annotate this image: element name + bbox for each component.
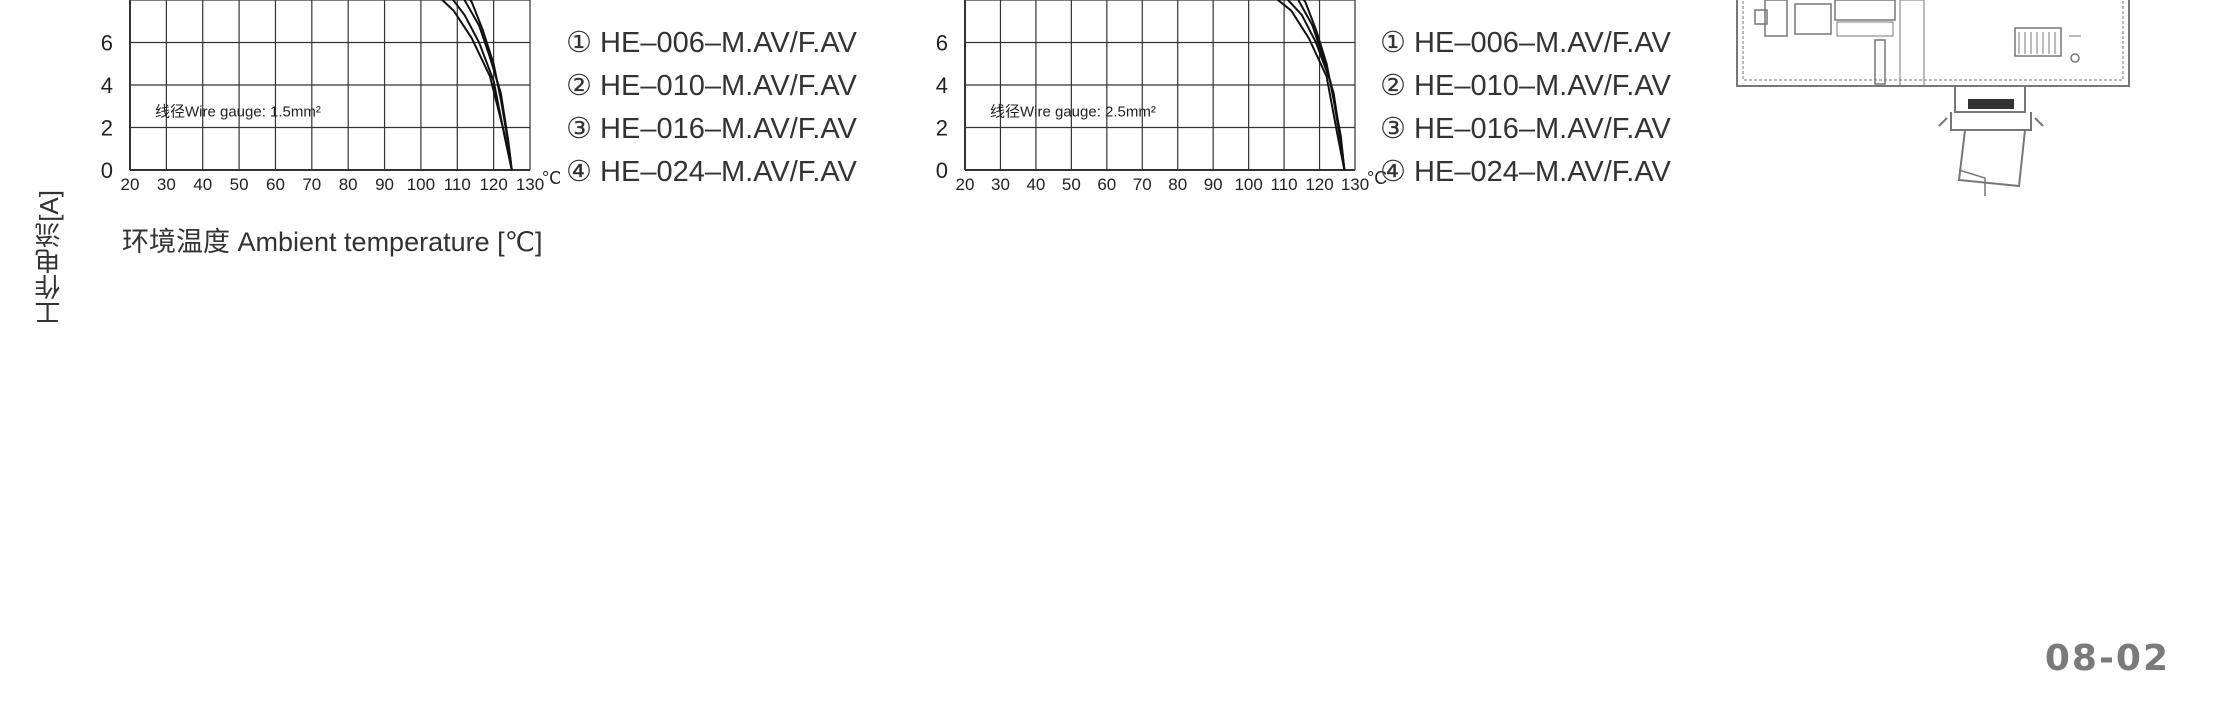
x-axis-title: 环境温度 Ambient temperature [℃] — [122, 227, 543, 257]
legend-entry-4: ④ HE–024–M.AV/F.AV — [1380, 156, 1671, 188]
x-tick-label: 80 — [339, 175, 358, 194]
y-tick-labels: 0 2 4 6 — [101, 31, 113, 184]
x-tick-labels: 20 30 40 50 60 70 80 90 100 110 120 130 — [956, 175, 1370, 194]
y-tick-label: 6 — [101, 31, 113, 56]
x-tick-labels: 20 30 40 50 60 70 80 90 100 110 120 130 — [121, 175, 545, 194]
x-unit-label: °C — [1367, 168, 1387, 188]
connector-body — [1957, 129, 2026, 188]
cable-entry — [1958, 169, 1986, 196]
x-tick-label: 90 — [1204, 175, 1223, 194]
enclosure-box — [1736, 0, 2130, 87]
x-tick-label: 40 — [1026, 175, 1045, 194]
x-tick-label: 70 — [1133, 175, 1152, 194]
y-tick-label: 2 — [936, 116, 948, 141]
enclosure-inner-edge — [1742, 0, 2124, 81]
y-tick-label: 4 — [936, 73, 948, 98]
x-tick-label: 100 — [407, 175, 435, 194]
chart-1-legend: ① HE–006–M.AV/F.AV ② HE–010–M.AV/F.AV ③ HE… — [566, 22, 857, 194]
x-tick-label: 110 — [444, 175, 471, 194]
derating-curves — [1276, 0, 1346, 171]
y-tick-label: 2 — [101, 116, 113, 141]
curve-series-1 — [1276, 0, 1346, 171]
wire-gauge-note: 线径Wire gauge: 2.5mm² — [990, 104, 1156, 121]
terminal-block — [1834, 0, 1896, 21]
x-tick-label: 120 — [1305, 175, 1333, 194]
legend-entry-2: ② HE–010–M.AV/F.AV — [1380, 70, 1671, 102]
legend-entry-2: ② HE–010–M.AV/F.AV — [566, 70, 857, 102]
ground-screw — [2070, 53, 2080, 63]
component — [1754, 9, 1768, 25]
cable-duct — [1899, 0, 1925, 87]
x-unit-label: °C — [542, 168, 560, 188]
locking-lever — [1938, 117, 2044, 127]
x-tick-label: 20 — [121, 175, 140, 194]
x-tick-label: 110 — [1271, 175, 1298, 194]
legend-entry-3: ③ HE–016–M.AV/F.AV — [566, 113, 857, 145]
y-axis-title: 工作电流[A] — [34, 190, 64, 326]
legend-entry-3: ③ HE–016–M.AV/F.AV — [1380, 113, 1671, 145]
x-tick-label: 30 — [157, 175, 176, 194]
x-tick-label: 80 — [1168, 175, 1187, 194]
x-tick-label: 90 — [375, 175, 394, 194]
x-tick-label: 60 — [1097, 175, 1116, 194]
y-tick-label: 0 — [936, 158, 948, 183]
y-tick-label: 6 — [936, 31, 948, 56]
x-tick-label: 30 — [991, 175, 1010, 194]
x-tick-label: 120 — [479, 175, 507, 194]
chart-grid — [129, 0, 531, 171]
curve-series-2 — [451, 0, 513, 171]
component — [1764, 0, 1788, 37]
x-tick-label: 130 — [516, 175, 544, 194]
chart-2-legend: ① HE–006–M.AV/F.AV ② HE–010–M.AV/F.AV ③ HE… — [1380, 22, 1671, 194]
connector-insert — [1968, 99, 2014, 109]
legend-entry-1: ① HE–006–M.AV/F.AV — [1380, 27, 1671, 59]
x-tick-label: 130 — [1341, 175, 1369, 194]
x-tick-label: 40 — [193, 175, 212, 194]
y-tick-label: 0 — [101, 158, 113, 183]
terminal-block — [1836, 21, 1894, 37]
terminal-strip — [2014, 27, 2062, 57]
page-number: 08-02 — [2044, 638, 2170, 679]
x-tick-label: 50 — [230, 175, 249, 194]
x-tick-label: 100 — [1234, 175, 1262, 194]
derating-chart-1: 0 2 4 6 20 30 40 50 60 70 80 90 100 110 120 130 °C 线径W… — [101, 0, 560, 194]
legend-entry-4: ④ HE–024–M.AV/F.AV — [566, 156, 857, 188]
din-rail — [1874, 39, 1886, 85]
legend-entry-1: ① HE–006–M.AV/F.AV — [566, 27, 857, 59]
connector-housing — [1954, 86, 2026, 113]
derating-chart-2: 0 2 4 6 20 30 40 50 60 70 80 90 100 110 120 130 °C 线径W… — [936, 0, 1387, 194]
x-tick-label: 20 — [956, 175, 975, 194]
chart-grid — [964, 0, 1356, 171]
derating-curves — [440, 0, 513, 171]
connector-hood — [1950, 112, 2032, 131]
curve-series-4 — [468, 0, 513, 171]
wire-gauge-note: 线径Wire gauge: 1.5mm² — [155, 104, 321, 121]
enclosure-connector-illustration — [1736, 0, 2130, 196]
x-tick-label: 60 — [266, 175, 285, 194]
y-tick-labels: 0 2 4 6 — [936, 31, 948, 184]
y-tick-label: 4 — [101, 73, 113, 98]
x-tick-label: 70 — [302, 175, 321, 194]
component — [1794, 3, 1832, 35]
x-tick-label: 50 — [1062, 175, 1081, 194]
curve-series-4 — [1302, 0, 1346, 171]
